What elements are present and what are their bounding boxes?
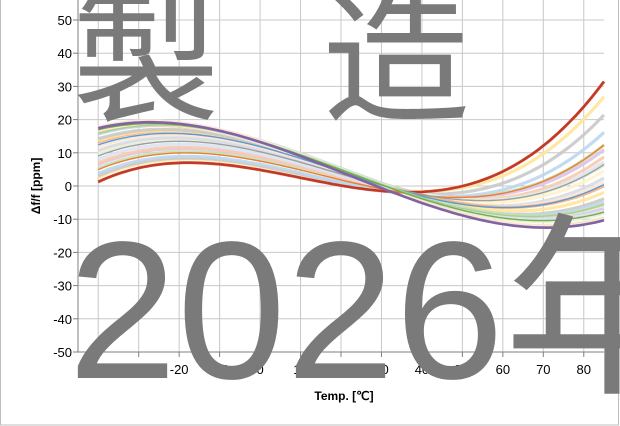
- y-tick-label: 10: [58, 146, 72, 161]
- y-tick-label: 0: [65, 179, 72, 194]
- x-tick-label: 30: [374, 362, 388, 377]
- series-line: [97, 80, 606, 194]
- axes: [73, 0, 604, 357]
- x-tick-label: 0: [256, 362, 263, 377]
- x-tick-label: -10: [210, 362, 229, 377]
- x-tick-labels: -40 -30 -20 -10 0 10 20 30 40 50 60 70 80: [89, 362, 591, 377]
- y-tick-label: -10: [53, 212, 72, 227]
- series-line: [97, 144, 605, 199]
- watermark-line1: 製造: [72, 0, 572, 145]
- y-tick-label: -20: [53, 245, 72, 260]
- series-lines: [97, 80, 606, 229]
- y-tick-label: -30: [53, 279, 72, 294]
- x-tick-label: 70: [536, 362, 550, 377]
- series-line: [97, 120, 605, 229]
- y-tick-label: 20: [58, 113, 72, 128]
- watermark: 製造 2026年: [68, 0, 620, 420]
- x-tick-label: 60: [496, 362, 510, 377]
- y-tick-label: 40: [58, 46, 72, 61]
- band-curve: [97, 131, 606, 199]
- x-tick-label: 50: [455, 362, 469, 377]
- y-tick-label: 50: [58, 13, 72, 28]
- x-axis-title: Temp. [℃]: [314, 389, 373, 403]
- watermark-line2: 2026年: [68, 201, 620, 420]
- x-tick-label: 40: [415, 362, 429, 377]
- y-tick-label: -50: [53, 345, 72, 360]
- x-tick-label: -40: [89, 362, 108, 377]
- x-tick-label: -30: [129, 362, 148, 377]
- y-tick-label: 30: [58, 79, 72, 94]
- y-tick-label: -40: [53, 312, 72, 327]
- y-tick-labels: -50 -40 -30 -20 -10 0 10 20 30 40 50: [53, 13, 72, 360]
- x-tick-label: 80: [577, 362, 591, 377]
- x-tick-label: -20: [170, 362, 189, 377]
- x-tick-label: 20: [334, 362, 348, 377]
- x-tick-label: 10: [293, 362, 307, 377]
- y-axis-title: Δf/f [ppm]: [29, 158, 43, 215]
